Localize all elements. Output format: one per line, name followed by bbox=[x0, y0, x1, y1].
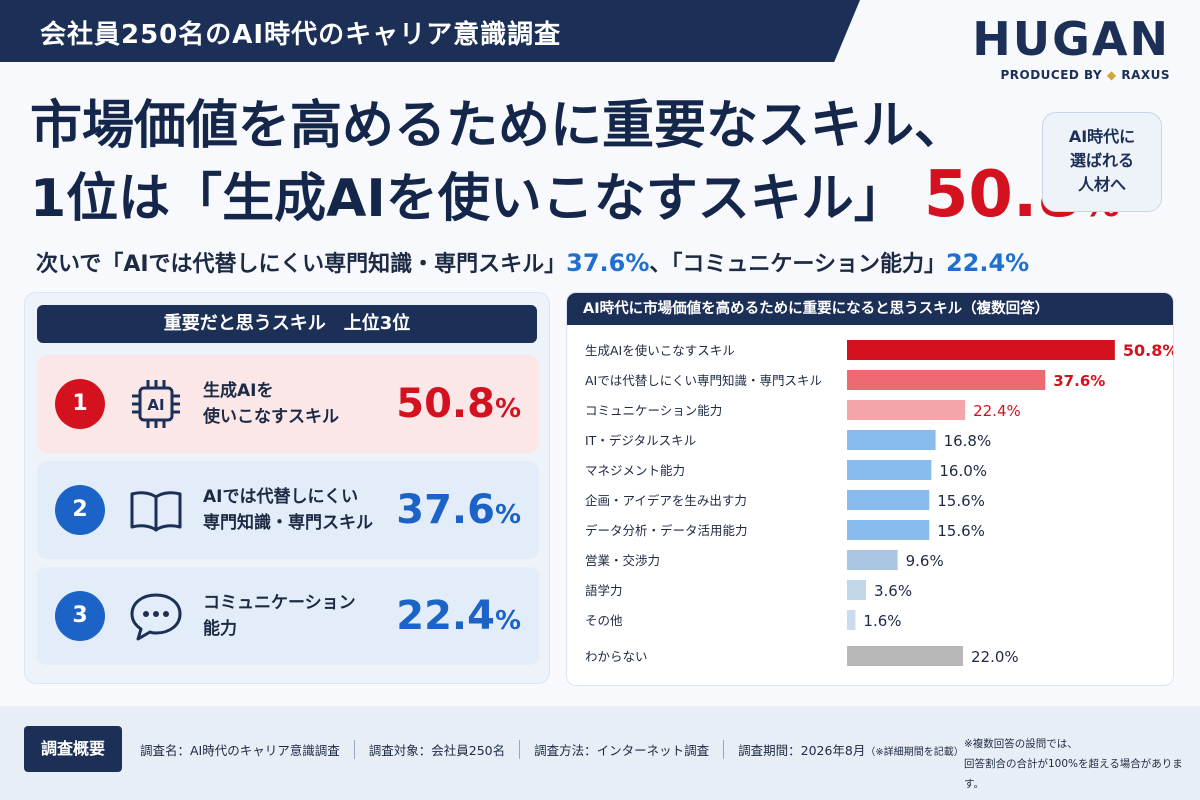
rank-value-number: 37.6 bbox=[396, 487, 495, 533]
category-label: マネジメント能力 bbox=[585, 463, 685, 478]
banner-title: 会社員250名のAI時代のキャリア意識調査 bbox=[40, 20, 562, 50]
speech-bubble-icon bbox=[130, 593, 182, 641]
bar bbox=[847, 550, 898, 570]
data-label: 16.8% bbox=[944, 432, 992, 450]
footer-note: ※複数回答の設問では、 回答割合の合計が100%を超える場合があります。 bbox=[964, 734, 1194, 794]
category-label: AIでは代替しにくい専門知識・専門スキル bbox=[585, 373, 822, 388]
rank-label: 生成AIを 使いこなすスキル bbox=[203, 381, 339, 427]
rank-value: 50.8% bbox=[396, 381, 521, 427]
bar bbox=[847, 340, 1115, 360]
bar bbox=[847, 610, 856, 630]
subline: 次いで「AIでは代替しにくい専門知識・専門スキル」37.6%、「コミュニケーショ… bbox=[36, 246, 1029, 278]
tagline-badge: AI時代に 選ばれる 人材へ bbox=[1042, 112, 1162, 212]
bar bbox=[847, 400, 966, 420]
partner-name: RAXUS bbox=[1121, 68, 1170, 82]
brand-logo: HUGAN PRODUCED BY ◆ RAXUS bbox=[940, 14, 1170, 82]
open-book-icon bbox=[130, 491, 182, 532]
rank-value: 22.4% bbox=[396, 593, 521, 639]
footer-items: 調査名：AI時代のキャリア意識調査 調査対象：会社員250名 調査方法：インター… bbox=[140, 740, 978, 759]
data-label: 50.8% bbox=[1123, 341, 1174, 360]
skills-chart-panel: AI時代に市場価値を高めるために重要になると思うスキル（複数回答） 生成AIを使… bbox=[566, 292, 1174, 686]
brand-name: HUGAN bbox=[972, 12, 1170, 66]
bar bbox=[847, 580, 866, 600]
top-banner: 会社員250名のAI時代のキャリア意識調査 bbox=[0, 0, 860, 62]
bar bbox=[847, 370, 1046, 390]
data-label: 1.6% bbox=[863, 612, 901, 630]
rank-card-2: 2 AIでは代替しにくい 専門知識・専門スキル 37.6% bbox=[37, 461, 539, 559]
rank-label: AIでは代替しにくい 専門知識・専門スキル bbox=[203, 487, 373, 533]
bar bbox=[847, 460, 932, 480]
category-label: 語学力 bbox=[585, 583, 623, 598]
subline-value1: 37.6% bbox=[566, 249, 650, 277]
raxus-mark-icon: ◆ bbox=[1106, 68, 1117, 82]
rank-value-number: 22.4 bbox=[396, 593, 495, 639]
ai-chip-icon: AI bbox=[132, 380, 180, 428]
headline-line1: 市場価値を高めるために重要なスキル、 bbox=[30, 96, 967, 156]
rank-card-3: 3 コミュニケーション 能力 22.4% bbox=[37, 567, 539, 665]
svg-text:AI: AI bbox=[147, 396, 164, 414]
category-label: IT・デジタルスキル bbox=[585, 433, 696, 448]
badge-line1: AI時代に bbox=[1068, 127, 1136, 146]
footer-note-line2: 回答割合の合計が100%を超える場合があります。 bbox=[964, 758, 1183, 790]
rank-value-unit: % bbox=[494, 394, 521, 424]
top3-title: 重要だと思うスキル 上位3位 bbox=[37, 305, 537, 343]
subline-value2: 22.4% bbox=[945, 249, 1030, 277]
rank-value-unit: % bbox=[494, 500, 521, 530]
category-label: その他 bbox=[585, 613, 623, 628]
rank-value: 37.6% bbox=[396, 487, 521, 533]
data-label: 16.0% bbox=[939, 462, 987, 480]
data-label: 22.0% bbox=[971, 648, 1019, 666]
badge-line3: 人材へ bbox=[1077, 175, 1126, 194]
rank-number: 1 bbox=[55, 379, 105, 429]
category-label: データ分析・データ活用能力 bbox=[585, 523, 748, 538]
category-label: 営業・交渉力 bbox=[585, 553, 660, 568]
subline-middle: 、「コミュニケーション能力」 bbox=[649, 252, 946, 277]
top3-panel: 重要だと思うスキル 上位3位 1 AI 生成AIを 使いこなすスキル 50.8%… bbox=[24, 292, 550, 684]
survey-target: 調査対象：会社員250名 bbox=[355, 740, 521, 759]
data-label: 22.4% bbox=[973, 402, 1021, 420]
rank-number: 2 bbox=[55, 485, 105, 535]
produced-by-text: PRODUCED BY bbox=[1000, 68, 1103, 82]
brand-sub: PRODUCED BY ◆ RAXUS bbox=[940, 68, 1170, 82]
bar bbox=[847, 646, 963, 666]
data-label: 9.6% bbox=[906, 552, 944, 570]
rank-card-1: 1 AI 生成AIを 使いこなすスキル 50.8% bbox=[37, 355, 539, 453]
survey-period: 調査期間：2026年8月 bbox=[738, 743, 866, 758]
rank-value-unit: % bbox=[494, 606, 521, 636]
headline-line2-prefix: 1位は「生成AIを使いこなすスキル」 bbox=[30, 169, 906, 229]
data-label: 15.6% bbox=[937, 492, 985, 510]
chart-title: AI時代に市場価値を高めるために重要になると思うスキル（複数回答） bbox=[567, 293, 1173, 325]
bar bbox=[847, 520, 930, 540]
rank-value-number: 50.8 bbox=[396, 381, 495, 427]
category-label: コミュニケーション能力 bbox=[585, 403, 722, 418]
footer-note-line1: ※複数回答の設問では、 bbox=[964, 738, 1078, 750]
rank-number: 3 bbox=[55, 591, 105, 641]
headline-line2: 1位は「生成AIを使いこなすスキル」 50.8% bbox=[30, 160, 1120, 238]
headline: 市場価値を高めるために重要なスキル、 1位は「生成AIを使いこなすスキル」 50… bbox=[30, 92, 1120, 238]
survey-name: 調査名：AI時代のキャリア意識調査 bbox=[140, 740, 355, 759]
category-label: わからない bbox=[585, 649, 648, 664]
badge-line2: 選ばれる bbox=[1069, 151, 1134, 170]
survey-period-group: 調査期間：2026年8月（※詳細期間を記載） bbox=[724, 740, 978, 759]
rank-label: コミュニケーション 能力 bbox=[203, 593, 356, 639]
survey-footer: 調査概要 調査名：AI時代のキャリア意識調査 調査対象：会社員250名 調査方法… bbox=[0, 706, 1200, 800]
data-label: 37.6% bbox=[1053, 372, 1105, 390]
footer-tag: 調査概要 bbox=[24, 726, 122, 772]
category-label: 生成AIを使いこなすスキル bbox=[585, 343, 735, 358]
survey-period-note: （※詳細期間を記載） bbox=[865, 747, 964, 758]
bar bbox=[847, 490, 930, 510]
category-label: 企画・アイデアを生み出す力 bbox=[585, 493, 747, 508]
data-label: 3.6% bbox=[874, 582, 912, 600]
bar bbox=[847, 430, 936, 450]
subline-prefix: 次いで「AIでは代替しにくい専門知識・専門スキル」 bbox=[36, 252, 567, 277]
data-label: 15.6% bbox=[937, 522, 985, 540]
skills-bar-chart: 生成AIを使いこなすスキル 50.8% AIでは代替しにくい専門知識・専門スキル 37… bbox=[585, 340, 1174, 666]
survey-method: 調査方法：インターネット調査 bbox=[520, 740, 725, 759]
